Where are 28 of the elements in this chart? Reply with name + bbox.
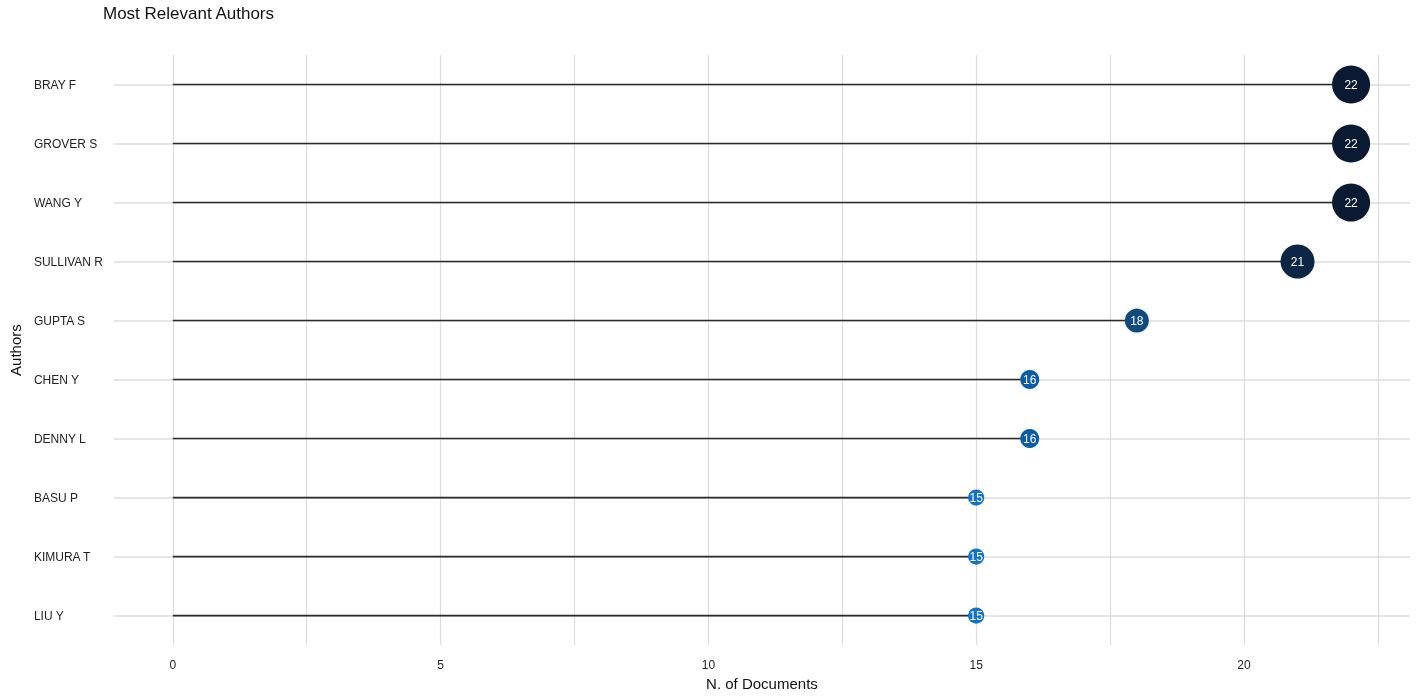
y-tick-label: KIMURA T [33,549,92,564]
data-label: 18 [1130,313,1144,328]
data-label: 22 [1344,136,1359,151]
chart-title: Most Relevant Authors [103,4,275,23]
y-tick-label: GUPTA S [33,313,86,328]
y-tick-label: BRAY F [33,77,77,92]
y-tick-label: CHEN Y [33,372,80,387]
y-axis-title: Authors [7,324,24,376]
data-label: 16 [1023,372,1037,387]
x-tick-label: 5 [437,658,445,673]
x-axis-title: N. of Documents [706,675,818,692]
y-tick-label: GROVER S [33,136,98,151]
y-tick-label: WANG Y [33,195,82,210]
data-label: 15 [969,490,984,505]
x-tick-label: 10 [701,658,716,673]
data-label: 21 [1290,254,1305,269]
data-label: 16 [1023,431,1037,446]
data-label: 22 [1344,77,1359,92]
y-tick-label: BASU P [33,490,78,505]
data-label: 15 [969,549,984,564]
x-tick-label: 20 [1237,658,1251,673]
y-tick-label: DENNY L [33,431,87,446]
x-tick-label: 0 [169,658,177,673]
y-tick-label: LIU Y [33,608,64,623]
data-label: 15 [969,608,984,623]
data-label: 22 [1344,195,1359,210]
y-tick-label: SULLIVAN R [33,254,104,269]
x-tick-label: 15 [969,658,984,673]
